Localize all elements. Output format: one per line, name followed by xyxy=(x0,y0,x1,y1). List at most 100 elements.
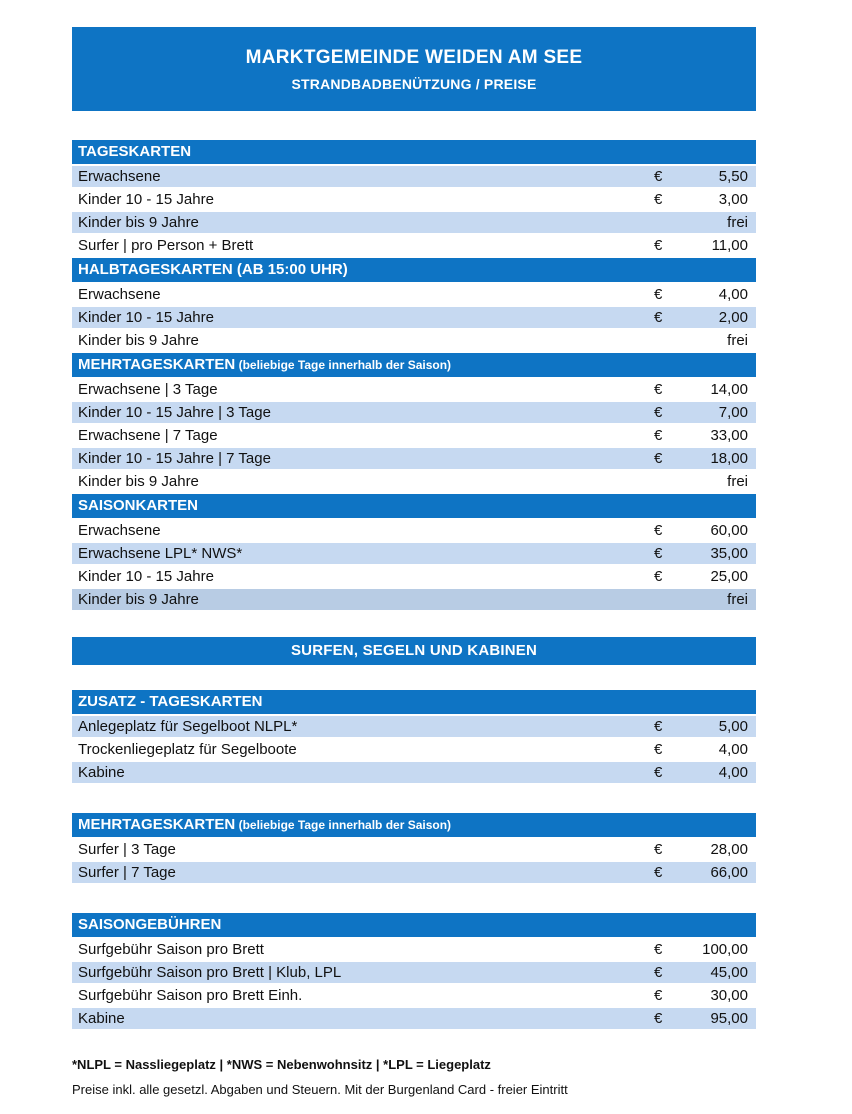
table-row: Surfgebühr Saison pro Brett €100,00 xyxy=(72,939,756,962)
row-label: Surfer | pro Person + Brett xyxy=(78,237,254,254)
row-label: Kabine xyxy=(78,1010,125,1027)
page-title: MARKTGEMEINDE WEIDEN AM SEE xyxy=(245,46,583,68)
section-subtitle: (beliebige Tage innerhalb der Saison) xyxy=(235,818,452,832)
section-header: SAISONKARTEN xyxy=(72,494,756,520)
table-row: Kinder 10 - 15 Jahre | 3 Tage €7,00 xyxy=(72,402,756,425)
currency-symbol xyxy=(654,589,676,610)
section-header: ZUSATZ - TAGESKARTEN xyxy=(72,690,756,716)
row-label: Kinder bis 9 Jahre xyxy=(78,591,199,608)
section-title: SAISONKARTEN xyxy=(78,497,199,514)
row-price: 45,00 xyxy=(710,964,748,981)
row-label: Surfgebühr Saison pro Brett Einh. xyxy=(78,987,303,1004)
table-row: Surfer | pro Person + Brett €11,00 xyxy=(72,235,756,258)
currency-symbol xyxy=(654,212,676,233)
row-price: 28,00 xyxy=(710,841,748,858)
section-header: HALBTAGESKARTEN (AB 15:00 UHR) xyxy=(72,258,756,284)
footnotes: *NLPL = Nassliegeplatz | *NWS = Nebenwoh… xyxy=(72,1057,756,1097)
currency-symbol: € xyxy=(654,450,663,467)
row-price: 60,00 xyxy=(710,522,748,539)
section-header: MEHRTAGESKARTEN (beliebige Tage innerhal… xyxy=(72,813,756,839)
section-header: TAGESKARTEN xyxy=(72,140,756,166)
row-label: Kinder 10 - 15 Jahre | 3 Tage xyxy=(78,404,271,421)
section-header: SAISONGEBÜHREN xyxy=(72,913,756,939)
currency-symbol: € xyxy=(654,841,663,858)
row-label: Kinder 10 - 15 Jahre | 7 Tage xyxy=(78,450,271,467)
table-row: Surfer | 7 Tage €66,00 xyxy=(72,862,756,885)
currency-symbol: € xyxy=(654,718,663,735)
table-row: Kinder bis 9 Jahre frei xyxy=(72,589,756,612)
row-price: 35,00 xyxy=(710,545,748,562)
row-price: 100,00 xyxy=(702,941,748,958)
currency-symbol: € xyxy=(654,741,663,758)
section-title: SAISONGEBÜHREN xyxy=(78,916,222,933)
currency-symbol: € xyxy=(654,941,663,958)
row-label: Erwachsene xyxy=(78,286,161,303)
table-row: Kinder bis 9 Jahre frei xyxy=(72,471,756,494)
table-row: Kinder bis 9 Jahre frei xyxy=(72,212,756,235)
row-price: frei xyxy=(727,591,748,608)
row-label: Kinder bis 9 Jahre xyxy=(78,473,199,490)
currency-symbol: € xyxy=(654,568,663,585)
row-price: frei xyxy=(727,473,748,490)
main-price-table: TAGESKARTEN Erwachsene €5,50 Kinder 10 - 15… xyxy=(72,140,756,612)
row-price: 5,50 xyxy=(718,168,748,185)
row-price: 5,00 xyxy=(718,718,748,735)
section-title: HALBTAGESKARTEN (AB 15:00 UHR) xyxy=(78,261,348,278)
row-price: frei xyxy=(727,214,748,231)
price-table: ZUSATZ - TAGESKARTEN Anlegeplatz für Sege… xyxy=(72,690,756,785)
section-title: TAGESKARTEN xyxy=(78,143,192,160)
row-price: 30,00 xyxy=(710,987,748,1004)
currency-symbol xyxy=(654,330,676,351)
table-row: Kinder 10 - 15 Jahre €25,00 xyxy=(72,566,756,589)
currency-symbol: € xyxy=(654,522,663,539)
divider-banner-label: SURFEN, SEGELN UND KABINEN xyxy=(290,642,538,659)
row-label: Kinder bis 9 Jahre xyxy=(78,214,199,231)
table-row: Kinder 10 - 15 Jahre | 7 Tage €18,00 xyxy=(72,448,756,471)
table-row: Erwachsene | 7 Tage €33,00 xyxy=(72,425,756,448)
page-subtitle: STRANDBADBENÜTZUNG / PREISE xyxy=(291,75,537,92)
row-price: frei xyxy=(727,332,748,349)
table-row: Erwachsene €60,00 xyxy=(72,520,756,543)
row-label: Anlegeplatz für Segelboot NLPL* xyxy=(78,718,298,735)
section-header: MEHRTAGESKARTEN (beliebige Tage innerhal… xyxy=(72,353,756,379)
table-row: Kinder 10 - 15 Jahre €2,00 xyxy=(72,307,756,330)
row-label: Kabine xyxy=(78,764,125,781)
row-label: Erwachsene xyxy=(78,522,161,539)
row-label: Surfgebühr Saison pro Brett | Klub, LPL xyxy=(78,964,342,981)
row-price: 25,00 xyxy=(710,568,748,585)
price-table: MEHRTAGESKARTEN (beliebige Tage innerhal… xyxy=(72,813,756,885)
row-price: 18,00 xyxy=(710,450,748,467)
row-label: Erwachsene xyxy=(78,168,161,185)
row-price: 4,00 xyxy=(718,286,748,303)
row-price: 3,00 xyxy=(718,191,748,208)
table-row: Erwachsene LPL* NWS* €35,00 xyxy=(72,543,756,566)
currency-symbol: € xyxy=(654,381,663,398)
table-row: Surfgebühr Saison pro Brett | Klub, LPL €… xyxy=(72,962,756,985)
row-label: Erwachsene | 7 Tage xyxy=(78,427,218,444)
row-label: Kinder 10 - 15 Jahre xyxy=(78,191,214,208)
currency-symbol: € xyxy=(654,427,663,444)
currency-symbol: € xyxy=(654,987,663,1004)
row-label: Erwachsene | 3 Tage xyxy=(78,381,218,398)
price-table: SAISONGEBÜHREN Surfgebühr Saison pro Bret… xyxy=(72,913,756,1031)
section-subtitle: (beliebige Tage innerhalb der Saison) xyxy=(235,358,452,372)
table-row: Surfer | 3 Tage €28,00 xyxy=(72,839,756,862)
currency-symbol: € xyxy=(654,864,663,881)
currency-symbol: € xyxy=(654,286,663,303)
currency-symbol xyxy=(654,471,676,492)
table-row: Surfgebühr Saison pro Brett Einh. €30,00 xyxy=(72,985,756,1008)
row-label: Surfer | 3 Tage xyxy=(78,841,176,858)
section-title: MEHRTAGESKARTEN xyxy=(78,356,236,373)
footnote-note: Preise inkl. alle gesetzl. Abgaben und S… xyxy=(72,1082,568,1097)
row-label: Surfgebühr Saison pro Brett xyxy=(78,941,264,958)
row-label: Erwachsene LPL* NWS* xyxy=(78,545,243,562)
currency-symbol: € xyxy=(654,404,663,421)
table-row: Erwachsene €5,50 xyxy=(72,166,756,189)
row-price: 4,00 xyxy=(718,741,748,758)
currency-symbol: € xyxy=(654,237,663,254)
title-banner: MARKTGEMEINDE WEIDEN AM SEE STRANDBADBEN… xyxy=(72,27,756,111)
table-row: Erwachsene €4,00 xyxy=(72,284,756,307)
table-row: Kabine €95,00 xyxy=(72,1008,756,1031)
currency-symbol: € xyxy=(654,764,663,781)
row-label: Kinder bis 9 Jahre xyxy=(78,332,199,349)
